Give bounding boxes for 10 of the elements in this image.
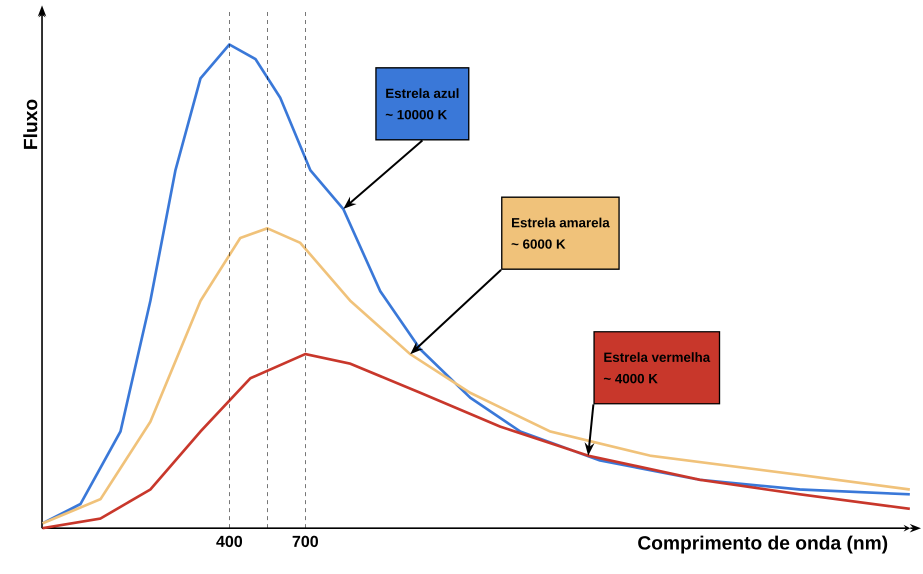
annotation: Estrela azul — [386, 88, 458, 98]
x-tick-label: 400 — [216, 536, 242, 547]
annotation: Estrela vermelha — [604, 352, 710, 362]
x-axis-title: Comprimento de onda (nm) — [638, 535, 888, 554]
annotation: ~ 4000 K — [604, 374, 658, 384]
y-axis-title: Fluxo — [23, 100, 38, 149]
x-tick-label: 700 — [292, 536, 318, 547]
annotation: Estrela amarela — [512, 218, 610, 228]
annotation: ~ 10000 K — [386, 110, 448, 120]
annotation: ~ 6000 K — [512, 239, 566, 249]
